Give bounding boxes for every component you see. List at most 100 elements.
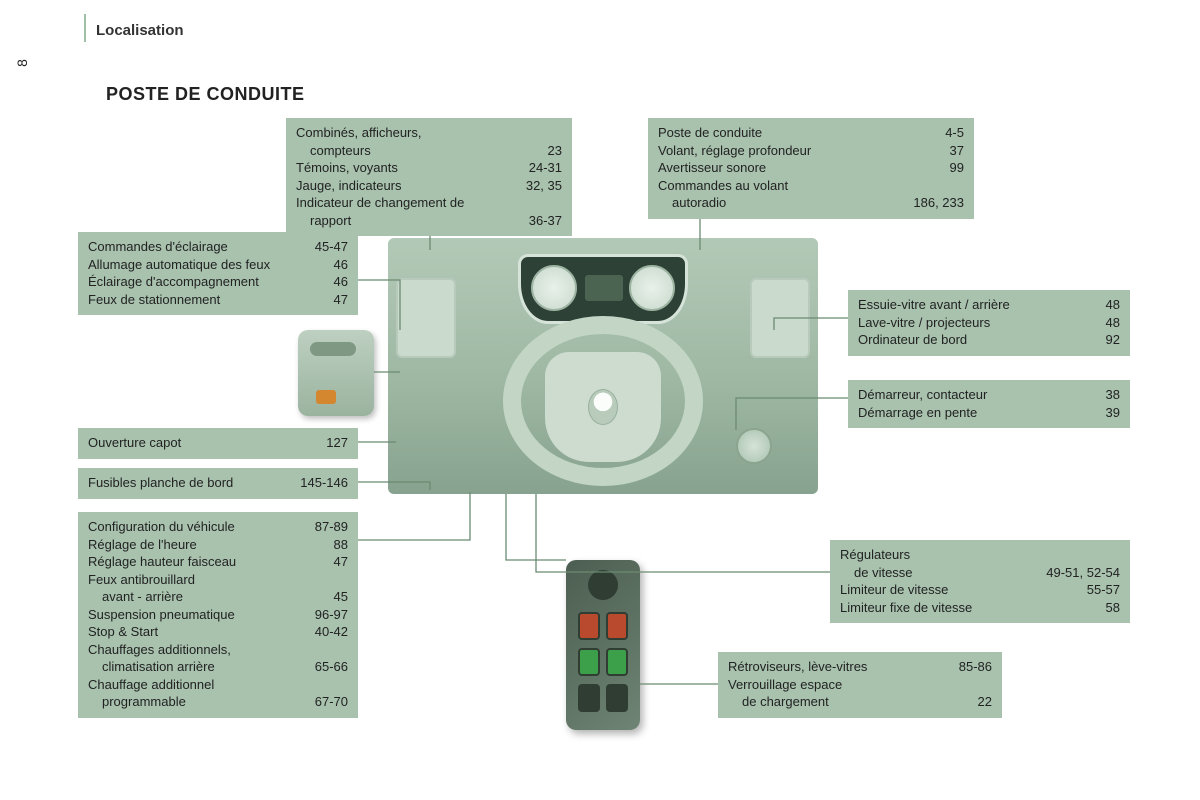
callout-label: Limiteur fixe de vitesse (840, 599, 1098, 617)
callout-label: Suspension pneumatique (88, 606, 307, 624)
callout-row: Allumage automatique des feux 46 (88, 256, 348, 274)
callout-row: Stop & Start40-42 (88, 623, 348, 641)
callout-row: Combinés, afficheurs, (296, 124, 562, 142)
switch-btn (578, 648, 600, 676)
callout-label: Commandes au volant (658, 177, 956, 195)
callout-row: Commandes d'éclairage45-47 (88, 238, 348, 256)
section-label: Localisation (96, 22, 184, 39)
callout-pages: 55-57 (1087, 581, 1120, 599)
callout-box-right4: Rétroviseurs, lève-vitres85-86Verrouilla… (718, 652, 1002, 718)
wheel-hub (545, 352, 661, 462)
callout-row: Limiteur fixe de vitesse 58 (840, 599, 1120, 617)
callout-row: de chargement22 (728, 693, 992, 711)
callout-row: Configuration du véhicule87-89 (88, 518, 348, 536)
callout-pages: 36-37 (529, 212, 562, 230)
callout-label: Réglage hauteur faisceau (88, 553, 326, 571)
callout-pages: 88 (334, 536, 348, 554)
callout-label: Avertisseur sonore (658, 159, 942, 177)
callout-pages: 47 (334, 553, 348, 571)
callout-row: Avertisseur sonore99 (658, 159, 964, 177)
callout-label: programmable (88, 693, 307, 711)
callout-label: Chauffage additionnel (88, 676, 340, 694)
callout-pages: 22 (978, 693, 992, 711)
switch-btn (606, 648, 628, 676)
callout-label: Allumage automatique des feux (88, 256, 326, 274)
page-number: 8 (14, 59, 30, 67)
callout-row: Feux antibrouillard (88, 571, 348, 589)
callout-pages: 47 (334, 291, 348, 309)
door-handle-inset (298, 330, 374, 416)
callout-pages: 24-31 (529, 159, 562, 177)
callout-pages: 37 (950, 142, 964, 160)
callout-pages: 40-42 (315, 623, 348, 641)
callout-label: Ouverture capot (88, 434, 318, 452)
callout-row: Chauffages additionnels, (88, 641, 348, 659)
callout-row: Limiteur de vitesse55-57 (840, 581, 1120, 599)
callout-pages: 38 (1106, 386, 1120, 404)
callout-label: Démarreur, contacteur (858, 386, 1098, 404)
callout-row: Suspension pneumatique 96-97 (88, 606, 348, 624)
callout-row: Commandes au volant (658, 177, 964, 195)
callout-row: Rétroviseurs, lève-vitres85-86 (728, 658, 992, 676)
callout-row: compteurs 23 (296, 142, 562, 160)
callout-label: climatisation arrière (88, 658, 307, 676)
switch-btn (606, 684, 628, 712)
callout-label: Combinés, afficheurs, (296, 124, 554, 142)
callout-row: Témoins, voyants 24-31 (296, 159, 562, 177)
callout-pages: 48 (1106, 296, 1120, 314)
callout-box-right3: Régulateursde vitesse49-51, 52-54Limiteu… (830, 540, 1130, 623)
callout-box-left3: Fusibles planche de bord 145-146 (78, 468, 358, 499)
callout-box-left1: Commandes d'éclairage45-47Allumage autom… (78, 232, 358, 315)
callout-pages: 46 (334, 273, 348, 291)
callout-label: Volant, réglage profondeur (658, 142, 942, 160)
dashboard-illustration (388, 238, 818, 494)
callout-label: Feux de stationnement (88, 291, 326, 309)
callout-pages: 58 (1106, 599, 1120, 617)
callout-label: Démarrage en pente (858, 404, 1098, 422)
callout-row: Jauge, indicateurs32, 35 (296, 177, 562, 195)
callout-pages: 87-89 (315, 518, 348, 536)
callout-row: avant - arrière45 (88, 588, 348, 606)
callout-pages: 186, 233 (913, 194, 964, 212)
callout-pages: 23 (548, 142, 562, 160)
callout-label: Essuie-vitre avant / arrière (858, 296, 1098, 314)
callout-pages: 45 (334, 588, 348, 606)
callout-row: Chauffage additionnel (88, 676, 348, 694)
switch-btn (606, 612, 628, 640)
callout-label: compteurs (296, 142, 540, 160)
callout-label: autoradio (658, 194, 905, 212)
callout-pages: 46 (334, 256, 348, 274)
callout-pages: 45-47 (315, 238, 348, 256)
steering-wheel (503, 316, 703, 486)
callout-box-top2: Poste de conduite4-5Volant, réglage prof… (648, 118, 974, 219)
callout-pages: 39 (1106, 404, 1120, 422)
callout-label: Témoins, voyants (296, 159, 521, 177)
callout-pages: 96-97 (315, 606, 348, 624)
gauge-left (531, 265, 577, 311)
callout-row: Ordinateur de bord92 (858, 331, 1120, 349)
callout-row: Essuie-vitre avant / arrière 48 (858, 296, 1120, 314)
callout-row: Ouverture capot 127 (88, 434, 348, 452)
callout-pages: 145-146 (300, 474, 348, 492)
callout-pages: 4-5 (945, 124, 964, 142)
callout-label: Réglage de l'heure (88, 536, 326, 554)
section-accent-bar (84, 14, 86, 42)
callout-label: Régulateurs (840, 546, 1112, 564)
callout-row: Fusibles planche de bord 145-146 (88, 474, 348, 492)
switch-btn (578, 612, 600, 640)
callout-row: Lave-vitre / projecteurs48 (858, 314, 1120, 332)
callout-row: Réglage de l'heure 88 (88, 536, 348, 554)
callout-box-left4: Configuration du véhicule87-89Réglage de… (78, 512, 358, 718)
callout-row: de vitesse49-51, 52-54 (840, 564, 1120, 582)
window-switch-panel (566, 560, 640, 730)
callout-pages: 65-66 (315, 658, 348, 676)
callout-label: Rétroviseurs, lève-vitres (728, 658, 951, 676)
callout-label: Fusibles planche de bord (88, 474, 292, 492)
instrument-cluster (518, 254, 688, 324)
callout-box-top1: Combinés, afficheurs,compteurs23Témoins,… (286, 118, 572, 236)
callout-row: programmable67-70 (88, 693, 348, 711)
callout-box-left2: Ouverture capot 127 (78, 428, 358, 459)
callout-label: Jauge, indicateurs (296, 177, 518, 195)
callout-pages: 127 (326, 434, 348, 452)
callout-row: autoradio 186, 233 (658, 194, 964, 212)
